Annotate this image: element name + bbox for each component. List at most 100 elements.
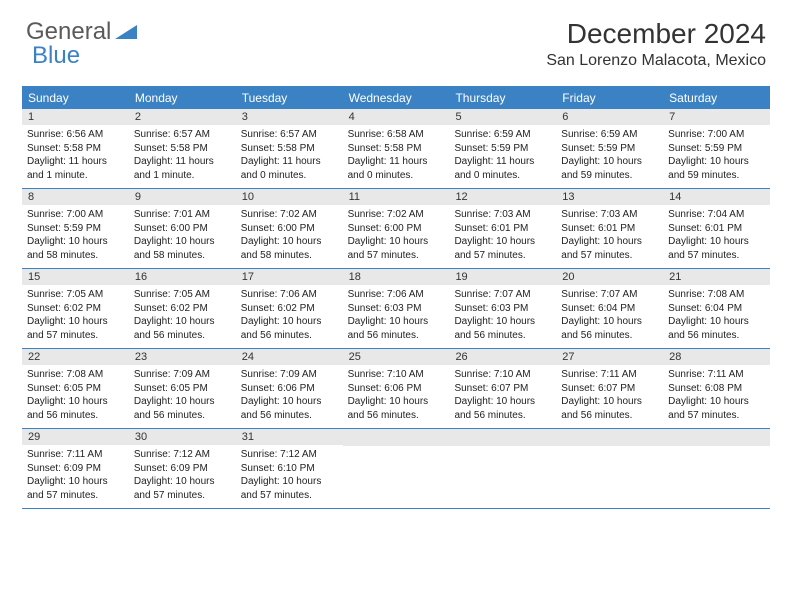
day-content: Sunrise: 7:08 AMSunset: 6:05 PMDaylight:…	[22, 365, 129, 428]
day-cell: 6Sunrise: 6:59 AMSunset: 5:59 PMDaylight…	[556, 109, 663, 188]
day-cell: 15Sunrise: 7:05 AMSunset: 6:02 PMDayligh…	[22, 269, 129, 348]
daylight-text: Daylight: 10 hours and 56 minutes.	[454, 315, 551, 342]
day-number: 5	[449, 109, 556, 125]
day-number: 3	[236, 109, 343, 125]
day-number: 30	[129, 429, 236, 445]
day-number: 27	[556, 349, 663, 365]
day-content: Sunrise: 7:11 AMSunset: 6:07 PMDaylight:…	[556, 365, 663, 428]
sunset-text: Sunset: 5:58 PM	[241, 142, 338, 156]
sunrise-text: Sunrise: 7:01 AM	[134, 208, 231, 222]
title-block: December 2024 San Lorenzo Malacota, Mexi…	[546, 18, 766, 70]
day-number: 22	[22, 349, 129, 365]
month-title: December 2024	[546, 18, 766, 50]
sunrise-text: Sunrise: 7:11 AM	[668, 368, 765, 382]
sunrise-text: Sunrise: 7:06 AM	[348, 288, 445, 302]
daylight-text: Daylight: 11 hours and 0 minutes.	[348, 155, 445, 182]
sunrise-text: Sunrise: 7:02 AM	[241, 208, 338, 222]
day-cell: 26Sunrise: 7:10 AMSunset: 6:07 PMDayligh…	[449, 349, 556, 428]
sunrise-text: Sunrise: 6:58 AM	[348, 128, 445, 142]
sunset-text: Sunset: 5:59 PM	[27, 222, 124, 236]
day-number: 21	[663, 269, 770, 285]
sunset-text: Sunset: 6:07 PM	[454, 382, 551, 396]
daylight-text: Daylight: 10 hours and 56 minutes.	[454, 395, 551, 422]
day-cell: 25Sunrise: 7:10 AMSunset: 6:06 PMDayligh…	[343, 349, 450, 428]
sunrise-text: Sunrise: 7:05 AM	[134, 288, 231, 302]
day-content: Sunrise: 7:09 AMSunset: 6:05 PMDaylight:…	[129, 365, 236, 428]
day-content: Sunrise: 7:06 AMSunset: 6:03 PMDaylight:…	[343, 285, 450, 348]
day-content: Sunrise: 6:56 AMSunset: 5:58 PMDaylight:…	[22, 125, 129, 188]
day-number: 12	[449, 189, 556, 205]
location-text: San Lorenzo Malacota, Mexico	[546, 52, 766, 70]
sunset-text: Sunset: 6:00 PM	[348, 222, 445, 236]
sunset-text: Sunset: 5:58 PM	[134, 142, 231, 156]
sunrise-text: Sunrise: 7:03 AM	[561, 208, 658, 222]
logo-triangle-icon	[115, 23, 137, 41]
daylight-text: Daylight: 10 hours and 56 minutes.	[348, 315, 445, 342]
day-content: Sunrise: 6:59 AMSunset: 5:59 PMDaylight:…	[556, 125, 663, 188]
day-number: 7	[663, 109, 770, 125]
sunrise-text: Sunrise: 7:02 AM	[348, 208, 445, 222]
sunset-text: Sunset: 6:10 PM	[241, 462, 338, 476]
day-cell: 30Sunrise: 7:12 AMSunset: 6:09 PMDayligh…	[129, 429, 236, 508]
sunset-text: Sunset: 6:05 PM	[134, 382, 231, 396]
daylight-text: Daylight: 11 hours and 1 minute.	[27, 155, 124, 182]
sunrise-text: Sunrise: 7:00 AM	[27, 208, 124, 222]
day-number: 9	[129, 189, 236, 205]
sunset-text: Sunset: 6:01 PM	[561, 222, 658, 236]
daylight-text: Daylight: 11 hours and 0 minutes.	[454, 155, 551, 182]
daylight-text: Daylight: 10 hours and 56 minutes.	[134, 315, 231, 342]
day-cell: 28Sunrise: 7:11 AMSunset: 6:08 PMDayligh…	[663, 349, 770, 428]
day-content: Sunrise: 7:05 AMSunset: 6:02 PMDaylight:…	[129, 285, 236, 348]
day-number	[663, 429, 770, 446]
day-number: 16	[129, 269, 236, 285]
week-row: 8 Sunrise: 7:00 AMSunset: 5:59 PM Daylight…	[22, 189, 770, 269]
sunset-text: Sunset: 6:06 PM	[348, 382, 445, 396]
day-cell: 1Sunrise: 6:56 AMSunset: 5:58 PMDaylight…	[22, 109, 129, 188]
day-content: Sunrise: 7:11 AMSunset: 6:09 PMDaylight:…	[22, 445, 129, 508]
day-number: 23	[129, 349, 236, 365]
day-content: Sunrise: 7:12 AMSunset: 6:09 PMDaylight:…	[129, 445, 236, 508]
day-content: Sunrise: 6:58 AMSunset: 5:58 PMDaylight:…	[343, 125, 450, 188]
day-cell: 20Sunrise: 7:07 AMSunset: 6:04 PMDayligh…	[556, 269, 663, 348]
sunrise-text: Sunrise: 7:07 AM	[561, 288, 658, 302]
day-cell: 3 Sunrise: 6:57 AMSunset: 5:58 PMDaylight…	[236, 109, 343, 188]
sunrise-text: Sunrise: 6:57 AM	[241, 128, 338, 142]
day-number: 17	[236, 269, 343, 285]
sunset-text: Sunset: 6:04 PM	[561, 302, 658, 316]
daylight-text: Daylight: 10 hours and 57 minutes.	[27, 315, 124, 342]
day-number	[449, 429, 556, 446]
day-number: 26	[449, 349, 556, 365]
sunset-text: Sunset: 6:02 PM	[27, 302, 124, 316]
day-content: Sunrise: 7:06 AMSunset: 6:02 PMDaylight:…	[236, 285, 343, 348]
sunrise-text: Sunrise: 6:59 AM	[561, 128, 658, 142]
day-cell: 9Sunrise: 7:01 AMSunset: 6:00 PMDaylight…	[129, 189, 236, 268]
day-cell: 16Sunrise: 7:05 AMSunset: 6:02 PMDayligh…	[129, 269, 236, 348]
daylight-text: Daylight: 10 hours and 57 minutes.	[134, 475, 231, 502]
daylight-text: Daylight: 11 hours and 0 minutes.	[241, 155, 338, 182]
daylight-text: Daylight: 10 hours and 56 minutes.	[241, 315, 338, 342]
daylight-text: Daylight: 10 hours and 59 minutes.	[561, 155, 658, 182]
weekday-header-row: Sunday Monday Tuesday Wednesday Thursday…	[22, 87, 770, 109]
sunset-text: Sunset: 5:58 PM	[348, 142, 445, 156]
sunrise-text: Sunrise: 7:08 AM	[668, 288, 765, 302]
day-number: 8	[22, 189, 129, 205]
day-number: 28	[663, 349, 770, 365]
sunset-text: Sunset: 5:59 PM	[454, 142, 551, 156]
sunrise-text: Sunrise: 7:00 AM	[668, 128, 765, 142]
logo-text-blue: Blue	[32, 42, 80, 70]
day-cell: 4Sunrise: 6:58 AMSunset: 5:58 PMDaylight…	[343, 109, 450, 188]
day-cell: 14Sunrise: 7:04 AMSunset: 6:01 PMDayligh…	[663, 189, 770, 268]
day-number: 1	[22, 109, 129, 125]
day-cell: 31Sunrise: 7:12 AMSunset: 6:10 PMDayligh…	[236, 429, 343, 508]
day-number: 24	[236, 349, 343, 365]
day-cell: 23Sunrise: 7:09 AMSunset: 6:05 PMDayligh…	[129, 349, 236, 428]
day-cell: 12Sunrise: 7:03 AMSunset: 6:01 PMDayligh…	[449, 189, 556, 268]
daylight-text: Daylight: 10 hours and 57 minutes.	[27, 475, 124, 502]
day-number: 20	[556, 269, 663, 285]
day-content: Sunrise: 7:00 AMSunset: 5:59 PMDaylight:…	[663, 125, 770, 188]
daylight-text: Daylight: 10 hours and 57 minutes.	[561, 235, 658, 262]
day-number	[556, 429, 663, 446]
day-content: Sunrise: 6:59 AMSunset: 5:59 PMDaylight:…	[449, 125, 556, 188]
sunset-text: Sunset: 5:59 PM	[668, 142, 765, 156]
day-number: 19	[449, 269, 556, 285]
